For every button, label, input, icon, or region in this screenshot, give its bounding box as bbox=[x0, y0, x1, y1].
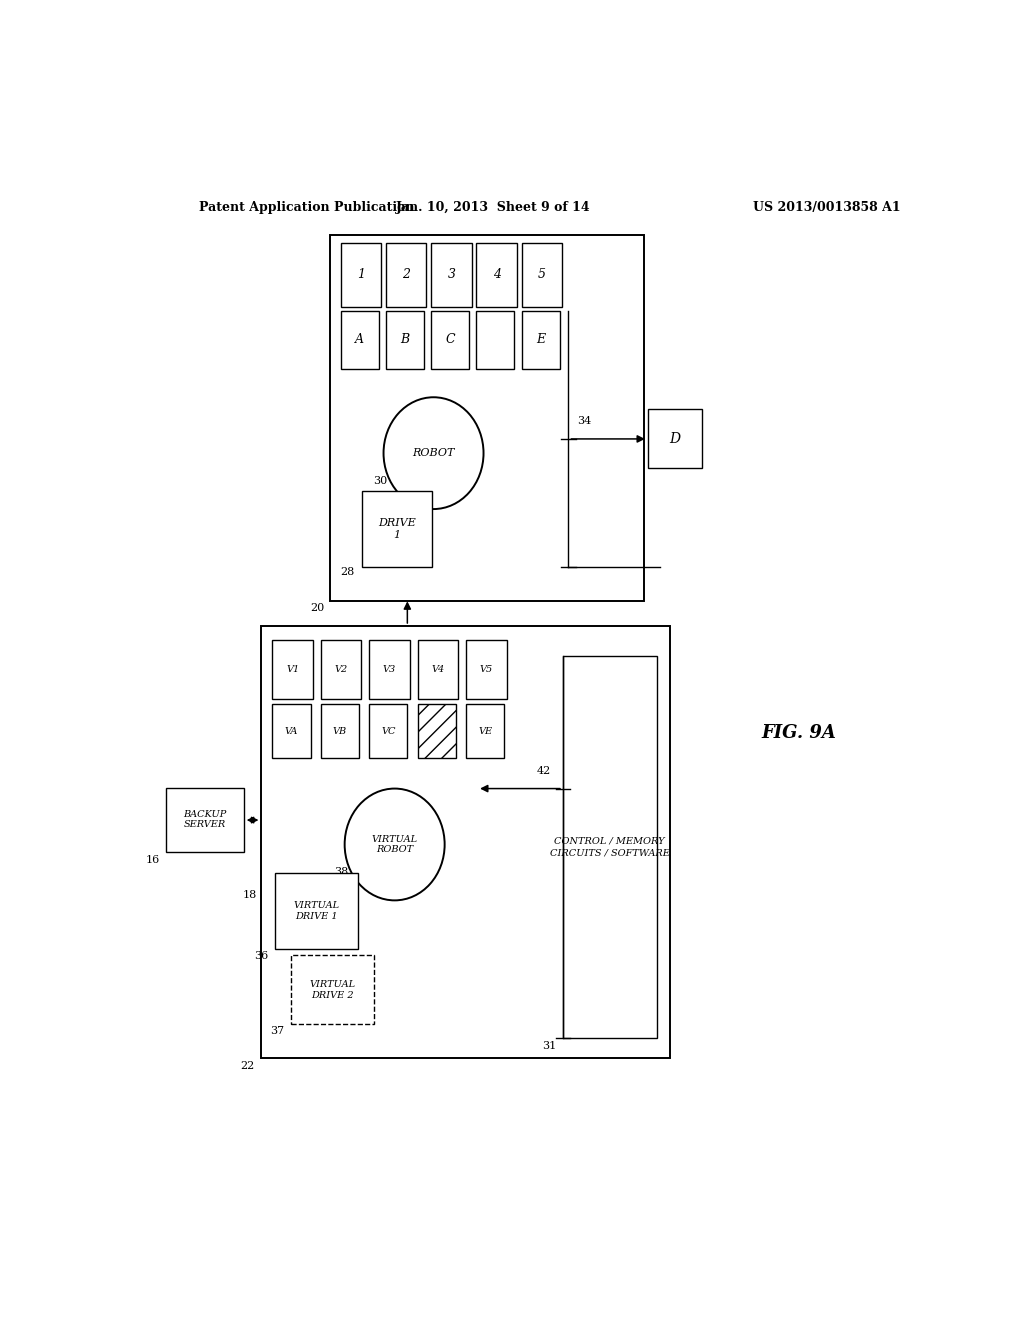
Bar bbox=[370, 640, 410, 700]
Text: V2: V2 bbox=[335, 665, 348, 675]
Bar bbox=[386, 243, 426, 306]
Text: 1: 1 bbox=[357, 268, 365, 281]
Text: D: D bbox=[670, 432, 680, 446]
Bar bbox=[321, 704, 359, 758]
Text: Jan. 10, 2013  Sheet 9 of 14: Jan. 10, 2013 Sheet 9 of 14 bbox=[395, 201, 591, 214]
Text: 16: 16 bbox=[145, 854, 160, 865]
Text: V4: V4 bbox=[431, 665, 444, 675]
Bar bbox=[370, 704, 408, 758]
Text: FIG. 9A: FIG. 9A bbox=[761, 723, 836, 742]
Bar bbox=[418, 640, 458, 700]
Text: 34: 34 bbox=[578, 416, 592, 426]
Text: VIRTUAL
ROBOT: VIRTUAL ROBOT bbox=[372, 834, 418, 854]
Text: VE: VE bbox=[478, 726, 493, 735]
Text: C: C bbox=[445, 334, 455, 346]
Text: 4: 4 bbox=[493, 268, 501, 281]
Text: V1: V1 bbox=[286, 665, 299, 675]
Text: 5: 5 bbox=[538, 268, 546, 281]
Ellipse shape bbox=[384, 397, 483, 510]
Text: US 2013/0013858 A1: US 2013/0013858 A1 bbox=[753, 201, 900, 214]
Bar bbox=[341, 312, 379, 368]
Bar bbox=[648, 409, 701, 469]
Text: V5: V5 bbox=[479, 665, 493, 675]
Text: 30: 30 bbox=[374, 475, 387, 486]
Bar bbox=[431, 312, 469, 368]
Bar bbox=[563, 656, 656, 1038]
Bar bbox=[321, 640, 361, 700]
Text: V3: V3 bbox=[383, 665, 396, 675]
Bar bbox=[476, 243, 517, 306]
Text: 42: 42 bbox=[537, 767, 551, 776]
Text: VIRTUAL
DRIVE 2: VIRTUAL DRIVE 2 bbox=[309, 981, 355, 999]
Text: VC: VC bbox=[381, 726, 395, 735]
Text: 18: 18 bbox=[243, 890, 257, 900]
Bar bbox=[166, 788, 244, 851]
Bar bbox=[386, 312, 424, 368]
Text: 28: 28 bbox=[341, 568, 355, 577]
Bar bbox=[274, 873, 358, 949]
Bar bbox=[362, 491, 432, 568]
Text: Patent Application Publication: Patent Application Publication bbox=[200, 201, 415, 214]
Bar bbox=[272, 704, 310, 758]
Text: CONTROL / MEMORY
CIRCUITS / SOFTWARE: CONTROL / MEMORY CIRCUITS / SOFTWARE bbox=[550, 837, 670, 858]
Text: 38: 38 bbox=[335, 867, 348, 876]
Bar bbox=[431, 243, 472, 306]
Text: VA: VA bbox=[285, 726, 298, 735]
Text: VB: VB bbox=[333, 726, 347, 735]
Ellipse shape bbox=[345, 788, 444, 900]
Bar bbox=[521, 312, 560, 368]
Bar bbox=[521, 243, 562, 306]
Text: 2: 2 bbox=[402, 268, 411, 281]
Text: 37: 37 bbox=[270, 1027, 285, 1036]
Text: 31: 31 bbox=[543, 1040, 557, 1051]
Bar bbox=[476, 312, 514, 368]
Text: DRIVE
1: DRIVE 1 bbox=[378, 517, 416, 540]
Bar bbox=[272, 640, 313, 700]
Text: B: B bbox=[400, 334, 410, 346]
Bar bbox=[331, 235, 644, 601]
Bar bbox=[341, 243, 381, 306]
Bar bbox=[418, 704, 456, 758]
Text: ROBOT: ROBOT bbox=[413, 449, 455, 458]
Bar bbox=[261, 626, 670, 1057]
Text: 3: 3 bbox=[447, 268, 456, 281]
Text: E: E bbox=[537, 334, 545, 346]
Bar bbox=[466, 640, 507, 700]
Text: 20: 20 bbox=[310, 602, 325, 612]
Text: VIRTUAL
DRIVE 1: VIRTUAL DRIVE 1 bbox=[294, 902, 340, 921]
Text: 36: 36 bbox=[254, 952, 268, 961]
Text: 22: 22 bbox=[241, 1061, 255, 1071]
Text: BACKUP
SERVER: BACKUP SERVER bbox=[183, 810, 226, 829]
Bar bbox=[466, 704, 504, 758]
Bar bbox=[291, 956, 374, 1024]
Text: A: A bbox=[355, 334, 365, 346]
